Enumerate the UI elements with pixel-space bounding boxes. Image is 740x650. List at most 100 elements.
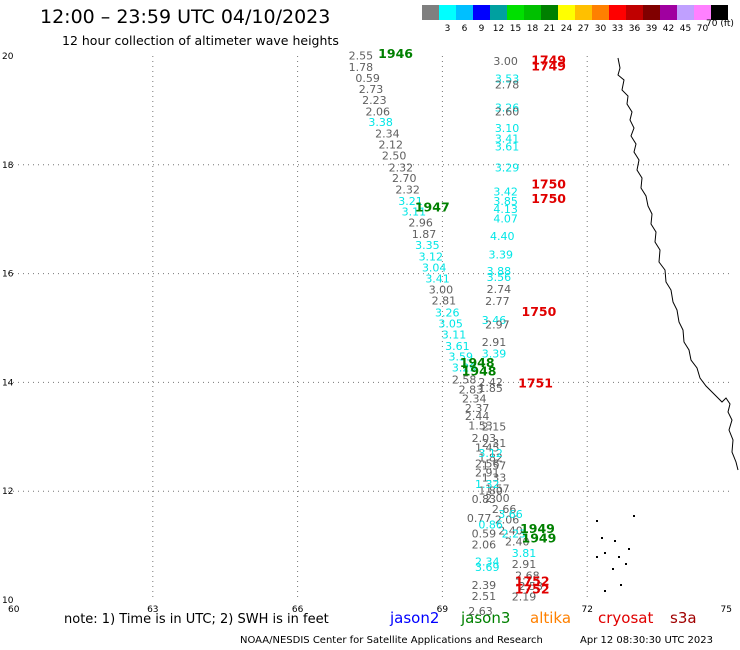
wave-height-label: 2.97	[485, 319, 510, 332]
wave-height-label: 1.57	[482, 459, 507, 472]
scale-label: 24	[560, 24, 573, 34]
wave-height-label: 2.34	[375, 128, 400, 141]
satellite-altika: altika	[530, 609, 572, 627]
pass-time-label: 1752	[515, 573, 550, 588]
wave-height-label: 2.68	[515, 569, 540, 582]
wave-height-label: 2.06	[495, 513, 520, 526]
pass-time-label: 1949	[520, 521, 555, 536]
scale-label: 21	[543, 24, 556, 34]
wave-height-label: 1.80	[478, 484, 503, 497]
wave-height-label: 2.96	[408, 216, 433, 229]
scale-swatch	[439, 5, 456, 20]
wave-height-label: 0.77	[467, 512, 492, 525]
wave-height-label: 3.29	[495, 161, 520, 174]
scale-swatch	[592, 5, 609, 20]
scale-swatch	[490, 5, 507, 20]
wave-height-label: 2.06	[472, 538, 497, 551]
wave-height-label: 3.69	[475, 561, 500, 574]
island	[628, 548, 630, 550]
island	[596, 520, 598, 522]
wave-height-label: 4.07	[493, 212, 518, 225]
page-title: 12:00 – 23:59 UTC 04/10/2023	[40, 6, 331, 28]
pass-time-label: 1752	[515, 581, 550, 596]
x-tick-label: 66	[292, 605, 304, 615]
wave-height-label: 1.33	[482, 471, 507, 484]
wave-height-label: 2.60	[495, 105, 520, 118]
wave-height-label: 3.38	[368, 116, 393, 129]
wave-height-label: 2.73	[359, 83, 384, 96]
wave-height-label: 3.61	[495, 141, 520, 154]
wave-height-label: 2.34	[462, 393, 487, 406]
scale-swatch	[507, 5, 524, 20]
island	[620, 584, 622, 586]
satellite-s3a: s3a	[670, 609, 697, 627]
wave-height-label: 3.11	[442, 328, 467, 341]
wave-height-label: 3.39	[489, 248, 514, 261]
scale-label: 70	[696, 24, 709, 34]
island	[596, 556, 598, 558]
coastline	[617, 57, 739, 471]
scale-label: 3	[444, 24, 451, 34]
wave-height-label: 0.59	[472, 527, 497, 540]
scale-label: 15	[509, 24, 522, 34]
x-tick-label: 60	[8, 605, 20, 615]
scale-label: 39	[645, 24, 658, 34]
scale-label: 6	[461, 24, 468, 34]
wave-height-label: 2.78	[495, 79, 520, 92]
island	[604, 552, 606, 554]
wave-height-label: 2.50	[382, 149, 407, 162]
wave-height-label: 3.59	[448, 351, 473, 364]
wave-height-label: 2.15	[482, 420, 507, 433]
wave-height-label: 3.41	[495, 132, 520, 145]
color-scale-unit: 70 (ft)	[706, 19, 734, 29]
wave-height-label: 2.83	[459, 383, 484, 396]
scale-label: 27	[577, 24, 590, 34]
satellite-jason2: jason2	[390, 609, 440, 627]
wave-height-label: 3.21	[398, 195, 423, 208]
wave-height-label: 3.56	[487, 271, 512, 284]
wave-height-label: 3.53	[495, 73, 520, 86]
wave-height-label: 2.91	[475, 467, 500, 480]
pass-time-label: 1750	[531, 191, 566, 206]
wave-height-label: 0.83	[472, 493, 497, 506]
footer-timestamp: Apr 12 08:30:30 UTC 2023	[580, 635, 713, 646]
wave-height-label: 3.46	[482, 314, 507, 327]
wave-height-label: 1.53	[468, 420, 493, 433]
scale-swatch	[626, 5, 643, 20]
pass-time-label: 1750	[531, 177, 566, 192]
wave-height-label: 2.91	[482, 336, 507, 349]
wave-height-label: 3.00	[429, 284, 454, 297]
scale-swatch	[694, 5, 711, 20]
y-tick-label: 12	[2, 487, 13, 497]
scale-swatch	[609, 5, 626, 20]
wave-height-label: 3.39	[482, 347, 507, 360]
wave-height-label: 2.56	[475, 457, 500, 470]
satellite-cryosat: cryosat	[598, 609, 654, 627]
pass-time-label: 1750	[522, 304, 557, 319]
scale-label: 30	[594, 24, 607, 34]
pass-time-label: 1948	[462, 363, 497, 378]
wave-height-label: 3.26	[435, 307, 460, 320]
wave-height-label: 1.57	[485, 482, 510, 495]
wave-height-label: 3.11	[402, 205, 427, 218]
scale-swatch	[541, 5, 558, 20]
x-tick-label: 69	[437, 605, 449, 615]
pass-time-label: 1948	[460, 355, 495, 370]
plot-frame	[8, 56, 732, 600]
scale-swatch	[524, 5, 541, 20]
x-tick-label: 63	[147, 605, 158, 615]
wave-height-label: 3.61	[445, 340, 470, 353]
wave-height-label: 2.40	[498, 525, 523, 538]
wave-height-label: 2.37	[465, 402, 490, 415]
wave-height-label: 3.12	[419, 251, 444, 264]
scale-swatch	[456, 5, 473, 20]
wave-height-label: 1.87	[412, 228, 437, 241]
wave-height-label: 2.00	[485, 492, 510, 505]
pass-time-label: 1949	[522, 530, 557, 545]
wave-height-label: 1.78	[349, 61, 374, 74]
scale-swatch	[677, 5, 694, 20]
wave-height-label: 1.45	[475, 441, 500, 454]
pass-time-label: 1749	[531, 59, 566, 74]
